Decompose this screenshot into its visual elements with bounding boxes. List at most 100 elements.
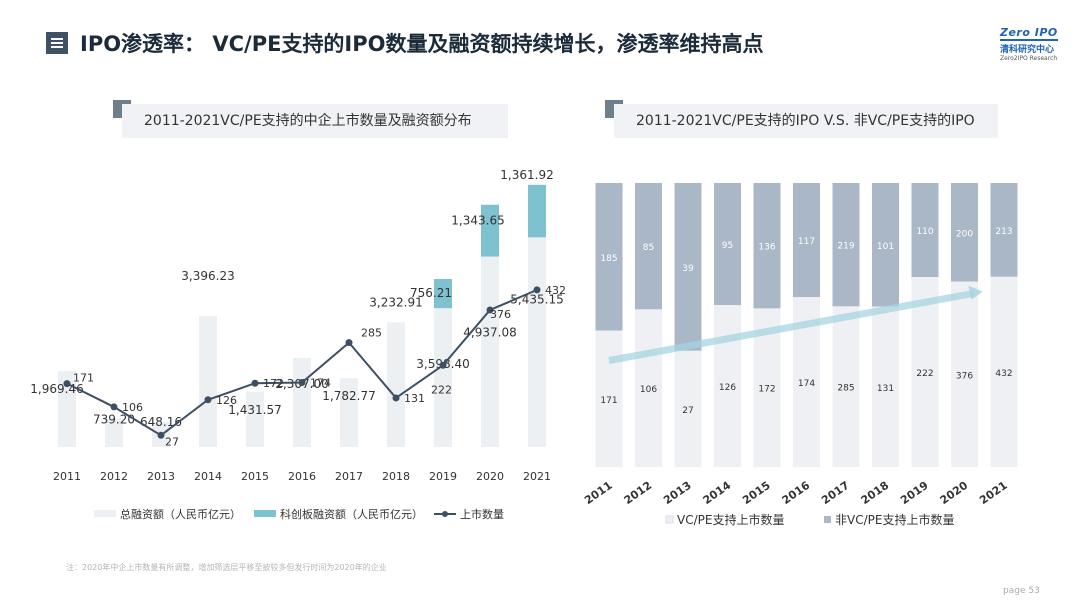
- non-vcpe-value-label: 117: [798, 237, 815, 247]
- bar-vcpe-2013: [674, 350, 702, 467]
- star-value-label: 1,343.65: [451, 214, 504, 228]
- non-vcpe-value-label: 219: [837, 242, 854, 252]
- star-value-label: 756.21: [410, 286, 452, 300]
- total-value-label: 4,937.08: [463, 326, 516, 340]
- bar-non-vcpe-2013: [674, 183, 702, 351]
- logo: Zero IPO 清科研究中心 Zero2IPO Research: [1000, 26, 1058, 62]
- bar-total-2019: [434, 308, 452, 447]
- menu-icon: [46, 32, 68, 54]
- bar-total-2016: [293, 358, 311, 447]
- x-tick-label: 2013: [661, 479, 694, 507]
- bar-non-vcpe-2011: [595, 183, 623, 331]
- x-tick-label: 2017: [335, 470, 363, 483]
- total-value-label: 739.20: [93, 412, 135, 426]
- count-point: [392, 394, 400, 402]
- legend-label-count: 上市数量: [460, 507, 504, 521]
- non-vcpe-value-label: 110: [916, 227, 933, 237]
- page-title: IPO渗透率： VC/PE支持的IPO数量及融资额持续增长，渗透率维持高点: [80, 32, 764, 56]
- bar-total-2020: [481, 256, 499, 447]
- count-point: [486, 306, 494, 314]
- count-label: 106: [122, 401, 143, 414]
- count-label: 27: [165, 435, 179, 448]
- x-tick-label: 2014: [194, 470, 222, 483]
- count-label: 285: [361, 327, 382, 340]
- non-vcpe-value-label: 39: [682, 264, 694, 274]
- x-tick-label: 2020: [938, 479, 971, 507]
- non-vcpe-value-label: 200: [956, 229, 973, 239]
- count-point: [345, 339, 353, 347]
- bar-vcpe-2014: [714, 305, 741, 467]
- vcpe-value-label: 432: [995, 369, 1012, 379]
- vcpe-value-label: 27: [682, 406, 693, 416]
- count-label: 171: [73, 372, 94, 385]
- logo-en: Zero2IPO Research: [1000, 55, 1058, 62]
- page-number: page 53: [1003, 586, 1040, 596]
- vcpe-value-label: 376: [956, 371, 973, 381]
- bar-vcpe-2017: [832, 306, 860, 467]
- bar-vcpe-2019: [911, 277, 939, 467]
- count-label: 126: [216, 394, 237, 407]
- logo-cn: 清科研究中心: [1000, 45, 1055, 55]
- non-vcpe-value-label: 185: [600, 254, 617, 264]
- bar-star-2020: [481, 204, 499, 257]
- vcpe-value-label: 285: [837, 384, 854, 394]
- x-tick-label: 2013: [147, 470, 175, 483]
- legend-label-star: 科创板融资额（人民币亿元）: [280, 507, 423, 521]
- vcpe-value-label: 174: [798, 379, 815, 389]
- bar-total-2015: [246, 391, 264, 447]
- count-label: 131: [404, 392, 425, 405]
- count-label: 222: [431, 383, 452, 396]
- right-chart: 185 171 2011 85 106 2012 39 27 2013 95 126 2014 136 1…: [582, 183, 1018, 527]
- total-value-label: 648.16: [140, 415, 182, 429]
- bar-total-2018: [387, 322, 405, 447]
- count-point: [298, 379, 306, 387]
- total-value-label: 3,396.23: [181, 269, 234, 283]
- x-tick-label: 2015: [241, 470, 269, 483]
- x-tick-label: 2015: [740, 479, 773, 507]
- left-chart: 1,969.462011739.202012648.1620133,396.23…: [30, 168, 566, 521]
- count-label: 172: [263, 377, 284, 390]
- legend-swatch-vcpe: [665, 515, 674, 524]
- non-vcpe-value-label: 95: [722, 241, 733, 251]
- bar-vcpe-2018: [872, 306, 899, 467]
- count-label: 432: [545, 284, 566, 297]
- total-value-label: 1,431.57: [228, 403, 281, 417]
- trend-arrow-head: [968, 285, 983, 300]
- x-tick-label: 2017: [819, 479, 852, 507]
- non-vcpe-value-label: 101: [877, 242, 894, 252]
- x-tick-label: 2011: [53, 470, 81, 483]
- bar-total-2011: [58, 371, 76, 447]
- legend-label-vcpe: VC/PE支持上市数量: [677, 512, 784, 527]
- legend-label-non-vcpe: 非VC/PE支持上市数量: [835, 512, 954, 527]
- legend-swatch-total: [94, 510, 116, 517]
- total-value-label: 3,232.91: [369, 295, 422, 309]
- logo-mark: Zero IPO: [1000, 26, 1058, 41]
- x-tick-label: 2012: [622, 479, 655, 507]
- bar-non-vcpe-2019: [911, 183, 939, 278]
- x-tick-label: 2016: [288, 470, 316, 483]
- bar-non-vcpe-2012: [635, 183, 662, 310]
- legend-label-total: 总融资额（人民币亿元）: [120, 507, 241, 521]
- vcpe-value-label: 126: [719, 383, 736, 393]
- bar-vcpe-2021: [990, 276, 1018, 467]
- vcpe-value-label: 172: [758, 385, 775, 395]
- right-panel-title: 2011-2021VC/PE支持的IPO V.S. 非VC/PE支持的IPO: [614, 104, 998, 138]
- bar-total-2014: [199, 316, 217, 447]
- trend-arrow: [608, 290, 974, 365]
- bar-total-2012: [105, 418, 123, 447]
- bar-non-vcpe-2018: [872, 183, 899, 307]
- vcpe-value-label: 222: [916, 369, 933, 379]
- legend-swatch-star: [254, 510, 276, 517]
- x-tick-label: 2021: [977, 479, 1010, 507]
- x-tick-label: 2021: [523, 470, 551, 483]
- bar-star-2021: [528, 184, 546, 238]
- bar-non-vcpe-2020: [951, 183, 978, 282]
- bar-non-vcpe-2017: [832, 183, 860, 307]
- bar-vcpe-2011: [595, 330, 623, 467]
- vcpe-value-label: 131: [877, 384, 894, 394]
- count-point: [439, 361, 447, 369]
- bar-vcpe-2012: [635, 309, 662, 467]
- bar-total-2017: [340, 378, 358, 447]
- bar-non-vcpe-2014: [714, 183, 741, 306]
- x-tick-label: 2018: [859, 479, 892, 507]
